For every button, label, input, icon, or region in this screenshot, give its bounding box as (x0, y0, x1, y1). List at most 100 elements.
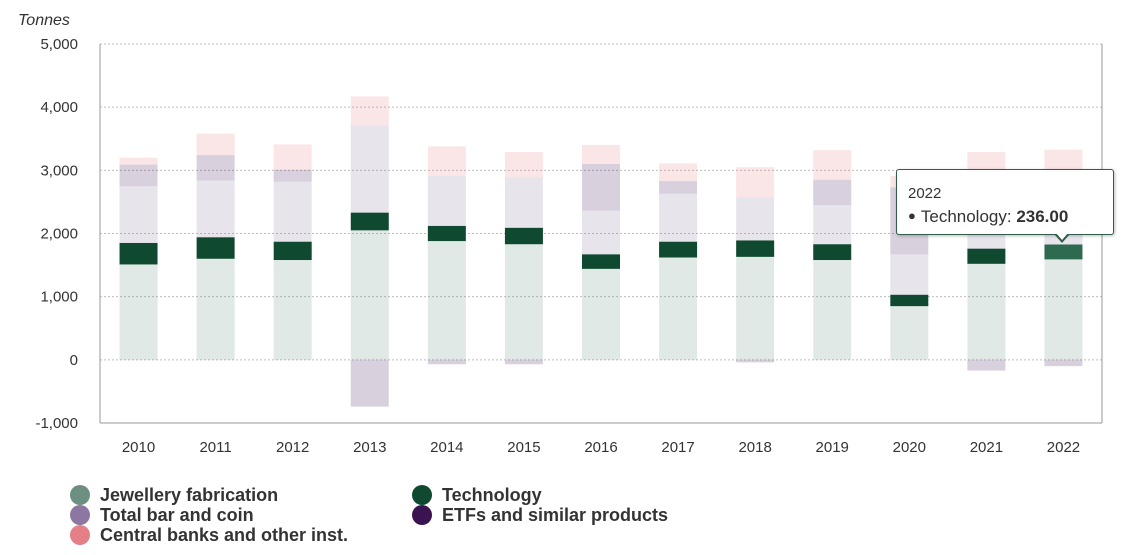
bar-segment[interactable] (427, 176, 466, 226)
tooltip-dot-icon: ● (908, 208, 916, 223)
bar-segment[interactable] (1044, 359, 1083, 367)
bar-segment[interactable] (967, 359, 1006, 371)
bar-segment[interactable] (504, 227, 543, 245)
y-tick-label: 4,000 (40, 99, 78, 116)
bar-segment[interactable] (119, 157, 158, 165)
bar-segment[interactable] (890, 306, 929, 360)
bar-segment[interactable] (504, 359, 543, 365)
bar-segment[interactable] (659, 181, 698, 194)
bar-segment[interactable] (427, 359, 466, 365)
tooltip: 2022 ● Technology: 236.00 (896, 169, 1114, 235)
bar-segment[interactable] (273, 144, 312, 170)
bar-segment[interactable] (813, 179, 852, 206)
tooltip-series-label: Technology: (920, 207, 1017, 226)
bar-segment[interactable] (813, 150, 852, 180)
bar-segment[interactable] (273, 241, 312, 261)
legend-item-central-banks[interactable]: Central banks and other inst. (70, 525, 348, 545)
bar-segment[interactable] (119, 242, 158, 265)
x-tick-label: 2019 (816, 439, 849, 456)
bar-segment[interactable] (582, 254, 620, 269)
bar-segment[interactable] (273, 260, 312, 360)
bar-segment[interactable] (967, 263, 1006, 360)
bar-segment[interactable] (427, 146, 466, 177)
bar-segment[interactable] (504, 244, 543, 360)
bar-segment[interactable] (659, 257, 698, 360)
bar-segment[interactable] (813, 205, 852, 245)
legend-label: Technology (442, 484, 542, 505)
bar-segment[interactable] (736, 359, 775, 363)
x-tick-label: 2014 (430, 439, 463, 456)
bar-segment[interactable] (119, 186, 158, 243)
y-tick-label: 5,000 (40, 36, 78, 53)
bar-segment[interactable] (659, 241, 698, 258)
bar-segment[interactable] (1044, 259, 1083, 360)
bar-segment[interactable] (350, 230, 389, 360)
bar-segment[interactable] (427, 225, 466, 242)
bar-segment[interactable] (1044, 244, 1083, 260)
bar-segment[interactable] (659, 163, 698, 182)
x-tick-label: 2018 (738, 439, 771, 456)
bar-segment[interactable] (890, 294, 929, 307)
bar-segment[interactable] (350, 359, 389, 407)
legend-item-technology[interactable]: Technology (412, 485, 542, 505)
x-tick-label: 2015 (507, 439, 540, 456)
bar-segment[interactable] (119, 264, 158, 360)
bar-segment[interactable] (736, 256, 775, 360)
bar-segment[interactable] (119, 164, 158, 187)
bar-segment[interactable] (273, 181, 312, 242)
bar-segment[interactable] (582, 210, 620, 255)
bar-segment[interactable] (736, 167, 775, 198)
legend-swatch-etfs (412, 505, 432, 525)
bar-segment[interactable] (890, 254, 929, 295)
bar-segment[interactable] (196, 258, 235, 360)
legend-label: Jewellery fabrication (100, 484, 279, 505)
legend-label: ETFs and similar products (442, 504, 669, 525)
bar-segment[interactable] (273, 169, 312, 182)
bar-segment[interactable] (504, 152, 543, 178)
legend-label: Central banks and other inst. (100, 524, 349, 545)
bar-segment[interactable] (813, 260, 852, 360)
legend-label: Total bar and coin (100, 504, 254, 525)
x-tick-label: 2021 (970, 439, 1003, 456)
y-tick-label: 0 (70, 352, 78, 369)
bar-segment[interactable] (736, 197, 775, 241)
x-tick-label: 2020 (893, 439, 926, 456)
x-tick-label: 2013 (353, 439, 386, 456)
tooltip-header: 2022 (908, 185, 942, 202)
bar-segment[interactable] (813, 244, 852, 261)
tooltip-arrow-fill (1055, 233, 1068, 240)
x-tick-label: 2012 (276, 439, 309, 456)
bar-segment[interactable] (582, 164, 620, 211)
bar-segment[interactable] (196, 155, 235, 181)
bar-segment[interactable] (504, 177, 543, 228)
y-tick-label: 1,000 (40, 289, 78, 306)
bar-segment[interactable] (196, 133, 235, 156)
x-tick-label: 2017 (661, 439, 694, 456)
y-tick-label: -1,000 (35, 415, 78, 432)
bar-segment[interactable] (736, 240, 775, 257)
bar-segment[interactable] (427, 241, 466, 360)
bar-segment[interactable] (967, 248, 1006, 264)
tooltip-line: ● Technology: 236.00 (908, 207, 1068, 227)
legend-item-etfs[interactable]: ETFs and similar products (412, 505, 668, 525)
legend-swatch-central-banks (70, 525, 90, 545)
bar-segment[interactable] (582, 268, 620, 360)
legend-item-jewellery[interactable]: Jewellery fabrication (70, 485, 278, 505)
legend: Jewellery fabrication Technology Total b… (70, 483, 770, 549)
bar-segment[interactable] (350, 96, 389, 126)
legend-item-bar-and-coin[interactable]: Total bar and coin (70, 505, 254, 525)
bar-segment[interactable] (350, 212, 389, 231)
legend-swatch-technology (412, 485, 432, 505)
x-tick-label: 2016 (584, 439, 617, 456)
x-tick-label: 2010 (122, 439, 155, 456)
bar-segment[interactable] (196, 180, 235, 238)
y-tick-label: 2,000 (40, 226, 78, 243)
x-tick-label: 2022 (1047, 439, 1080, 456)
axis-labels: -1,000 0 1,000 2,000 3,000 4,000 5,000 2010 2011… (35, 36, 1080, 456)
bar-segment[interactable] (196, 237, 235, 259)
bar-segment[interactable] (582, 145, 620, 165)
legend-swatch-jewellery (70, 485, 90, 505)
bar-segment[interactable] (659, 193, 698, 242)
bar-segment[interactable] (350, 125, 389, 213)
stacked-bar-chart: -1,000 0 1,000 2,000 3,000 4,000 5,000 2010 2011… (18, 12, 1103, 456)
